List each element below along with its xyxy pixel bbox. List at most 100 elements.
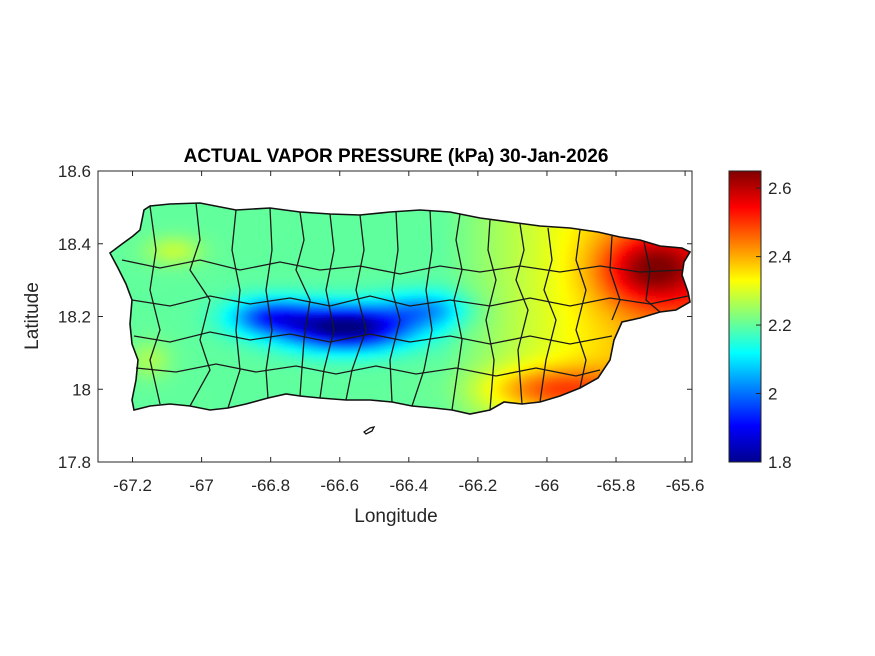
field-cell xyxy=(566,280,573,287)
field-cell xyxy=(362,364,369,371)
x-tick-label: -66.2 xyxy=(459,476,498,495)
field-cell xyxy=(608,280,615,287)
field-cell xyxy=(590,250,597,257)
field-cell xyxy=(248,352,255,359)
field-cell xyxy=(536,262,543,269)
field-cell xyxy=(212,358,219,365)
field-cell xyxy=(458,328,465,335)
field-cell xyxy=(326,244,333,251)
field-cell xyxy=(332,358,339,365)
field-cell xyxy=(464,370,471,377)
field-cell xyxy=(530,250,537,257)
field-cell xyxy=(428,376,435,383)
field-cell xyxy=(404,400,411,407)
field-cell xyxy=(524,382,531,389)
field-cell xyxy=(314,250,321,257)
field-cell xyxy=(266,358,273,365)
field-cell xyxy=(524,394,531,401)
field-cell xyxy=(218,322,225,329)
field-cell xyxy=(590,274,597,281)
field-cell xyxy=(266,256,273,263)
field-cell xyxy=(296,370,303,377)
field-cell xyxy=(392,250,399,257)
field-cell xyxy=(362,286,369,293)
field-cell xyxy=(692,202,699,209)
field-cell xyxy=(146,292,153,299)
field-cell xyxy=(176,203,183,209)
field-cell xyxy=(554,376,561,383)
field-cell xyxy=(158,370,165,377)
field-cell xyxy=(134,400,141,407)
field-cell xyxy=(530,340,537,347)
field-cell xyxy=(314,304,321,311)
field-cell xyxy=(242,316,249,323)
field-cell xyxy=(182,352,189,359)
field-cell xyxy=(620,262,627,269)
field-cell xyxy=(230,286,237,293)
field-cell xyxy=(308,286,315,293)
field-cell xyxy=(194,298,201,305)
field-cell xyxy=(386,292,393,299)
field-cell xyxy=(614,310,621,317)
field-cell xyxy=(422,304,429,311)
field-cell xyxy=(200,388,207,395)
field-cell xyxy=(368,370,375,377)
field-cell xyxy=(476,286,483,293)
field-cell xyxy=(182,358,189,365)
field-cell xyxy=(164,244,171,251)
field-cell xyxy=(548,256,555,263)
field-cell xyxy=(518,292,525,299)
field-cell xyxy=(284,214,291,221)
field-cell xyxy=(470,358,477,365)
field-cell xyxy=(374,334,381,341)
field-cell xyxy=(560,316,567,323)
field-cell xyxy=(350,274,357,281)
field-cell xyxy=(584,358,591,365)
field-cell xyxy=(170,298,177,305)
field-cell xyxy=(332,286,339,293)
field-cell xyxy=(422,274,429,281)
field-cell xyxy=(266,370,273,377)
field-cell xyxy=(188,286,195,293)
field-cell xyxy=(386,328,393,335)
field-cell xyxy=(590,256,597,263)
field-cell xyxy=(338,394,345,401)
field-cell xyxy=(236,226,243,233)
field-cell xyxy=(200,328,207,335)
field-cell xyxy=(476,328,483,335)
field-cell xyxy=(338,304,345,311)
field-cell xyxy=(614,262,621,269)
field-cell xyxy=(464,382,471,389)
field-cell xyxy=(320,268,327,275)
field-cell xyxy=(452,322,459,329)
field-cell xyxy=(332,250,339,257)
field-cell xyxy=(494,334,501,341)
field-cell xyxy=(524,274,531,281)
field-cell xyxy=(170,400,177,407)
field-cell xyxy=(548,280,555,287)
field-cell xyxy=(470,394,477,401)
field-cell xyxy=(164,274,171,281)
field-cell xyxy=(302,322,309,329)
field-cell xyxy=(494,262,501,269)
field-cell xyxy=(338,292,345,299)
field-cell xyxy=(536,304,543,311)
municipality-border xyxy=(227,209,241,409)
field-cell xyxy=(500,370,507,377)
municipality-border xyxy=(295,211,311,397)
field-cell xyxy=(242,274,249,281)
field-cell xyxy=(368,280,375,287)
field-cell xyxy=(434,292,441,299)
field-cell xyxy=(176,304,183,311)
field-cell xyxy=(362,298,369,305)
field-cell xyxy=(176,244,183,251)
field-cell xyxy=(356,316,363,323)
field-cell xyxy=(254,388,261,395)
field-cell xyxy=(350,268,357,275)
field-cell xyxy=(242,400,249,407)
field-cell xyxy=(290,352,297,359)
field-cell xyxy=(164,208,171,215)
field-cell xyxy=(524,286,531,293)
field-cell xyxy=(482,250,489,257)
field-cell xyxy=(224,370,231,377)
